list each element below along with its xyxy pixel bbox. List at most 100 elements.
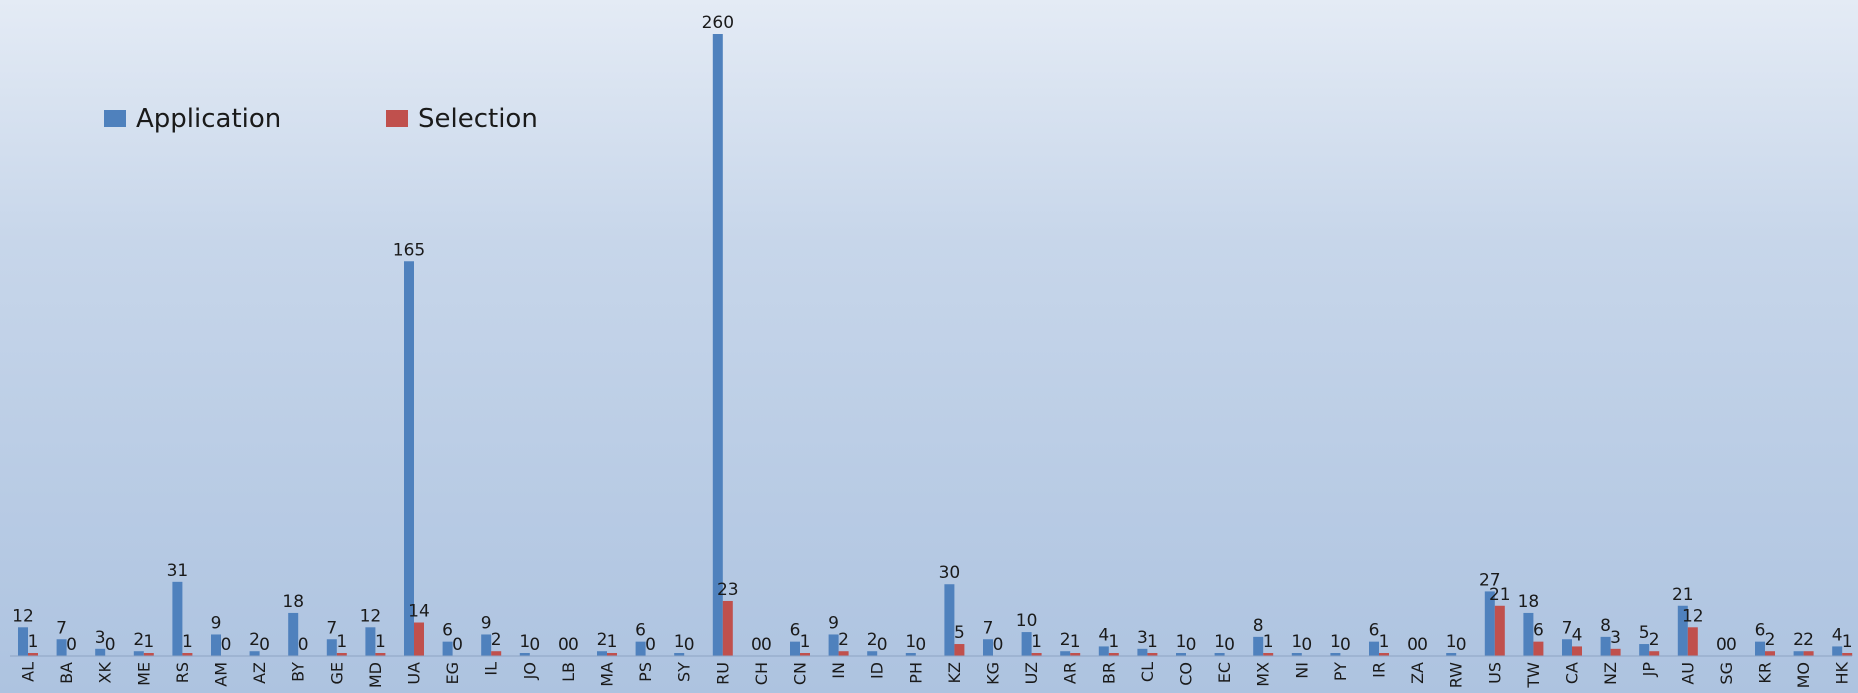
data-label-selection-by: 0 [298, 635, 309, 655]
data-label-selection-jp: 2 [1649, 630, 1660, 650]
data-label-selection-sg: 0 [1726, 635, 1737, 655]
data-label-application-tw: 18 [1518, 592, 1540, 612]
data-label-selection-kr: 2 [1765, 630, 1776, 650]
bar-application-cl [1137, 648, 1148, 656]
data-label-application-eg: 6 [442, 621, 453, 641]
x-tick-label-ir: IR [1370, 662, 1389, 678]
x-tick-label-ph: PH [906, 662, 925, 684]
x-tick-label-lb: LB [559, 662, 578, 682]
data-label-selection-ma: 1 [607, 632, 618, 652]
x-tick-label-ch: CH [752, 662, 771, 685]
bar-application-mo [1793, 651, 1804, 656]
bar-selection-il [491, 651, 502, 656]
data-label-application-za: 0 [1407, 635, 1418, 655]
data-label-selection-rw: 0 [1456, 635, 1467, 655]
data-label-application-ir: 6 [1369, 621, 1380, 641]
x-tick-label-ua: UA [405, 662, 424, 685]
data-label-selection-il: 2 [491, 630, 502, 650]
bar-selection-br [1108, 653, 1119, 656]
bar-selection-ru [722, 600, 733, 656]
bar-selection-nz [1610, 648, 1621, 656]
bar-application-ua [404, 261, 414, 656]
data-label-selection-lb: 0 [568, 635, 579, 655]
x-tick-label-jo: JO [520, 662, 539, 680]
data-label-application-ca: 7 [1562, 618, 1573, 638]
x-tick-label-ma: MA [598, 662, 617, 687]
bar-application-hk [1832, 646, 1843, 656]
x-tick-label-il: IL [482, 662, 501, 676]
data-label-application-xk: 3 [95, 628, 106, 648]
bar-selection-us [1494, 605, 1505, 656]
bar-application-ge [326, 639, 337, 656]
bar-application-au [1677, 605, 1688, 656]
data-label-selection-py: 0 [1340, 635, 1351, 655]
bar-application-us [1484, 591, 1495, 656]
data-label-application-ar: 2 [1060, 630, 1071, 650]
data-label-application-in: 9 [828, 613, 839, 633]
data-label-application-jo: 1 [519, 632, 530, 652]
data-label-application-uz: 10 [1016, 611, 1038, 631]
data-label-selection-al: 1 [28, 632, 39, 652]
data-label-selection-br: 1 [1108, 632, 1119, 652]
data-label-application-sg: 0 [1716, 635, 1727, 655]
bar-application-kz [944, 584, 955, 656]
data-label-selection-cn: 1 [800, 632, 811, 652]
data-label-selection-ge: 1 [336, 632, 347, 652]
data-label-application-ec: 1 [1214, 632, 1225, 652]
bar-application-ru [712, 34, 723, 656]
bar-application-eg [442, 641, 453, 656]
data-label-application-id: 2 [867, 630, 878, 650]
x-tick-label-us: US [1485, 662, 1504, 684]
data-label-selection-in: 2 [838, 630, 849, 650]
bar-application-br [1098, 646, 1109, 656]
x-tick-label-za: ZA [1408, 662, 1427, 684]
bar-application-rw [1446, 653, 1457, 656]
x-tick-label-kz: KZ [945, 662, 964, 683]
data-label-application-ph: 1 [905, 632, 916, 652]
data-label-selection-rs: 1 [182, 632, 193, 652]
data-label-application-am: 9 [211, 613, 222, 633]
bar-application-me [133, 651, 144, 656]
data-label-application-ge: 7 [326, 618, 337, 638]
x-tick-label-rw: RW [1447, 662, 1466, 688]
data-label-application-ch: 0 [751, 635, 762, 655]
bar-application-py [1330, 653, 1341, 656]
data-label-application-kz: 30 [939, 563, 961, 583]
data-label-application-au: 21 [1672, 585, 1694, 605]
x-tick-label-uz: UZ [1022, 662, 1041, 684]
bar-selection-me [143, 653, 154, 656]
bar-selection-ua [414, 622, 424, 656]
x-tick-label-ps: PS [636, 662, 655, 682]
data-label-selection-mx: 1 [1263, 632, 1274, 652]
data-label-selection-nz: 3 [1610, 628, 1621, 648]
data-label-application-rs: 31 [167, 561, 189, 581]
x-tick-label-mx: MX [1254, 662, 1273, 687]
data-label-selection-sy: 0 [684, 635, 695, 655]
data-label-selection-uz: 1 [1031, 632, 1042, 652]
x-tick-label-eg: EG [443, 662, 462, 685]
data-label-application-kr: 6 [1755, 621, 1766, 641]
x-tick-label-py: PY [1331, 662, 1350, 681]
data-label-application-nz: 8 [1600, 616, 1611, 636]
data-label-selection-ar: 1 [1070, 632, 1081, 652]
x-tick-label-by: BY [289, 662, 308, 682]
x-tick-label-am: AM [212, 662, 231, 687]
x-tick-label-sg: SG [1717, 662, 1736, 685]
data-label-application-mx: 8 [1253, 616, 1264, 636]
x-tick-label-az: AZ [250, 662, 269, 684]
x-tick-label-ar: AR [1061, 662, 1080, 684]
bar-application-id [867, 651, 878, 656]
legend-label-application: Application [136, 104, 281, 134]
data-label-selection-au: 12 [1682, 606, 1704, 626]
data-label-application-ma: 2 [597, 630, 608, 650]
data-label-application-ps: 6 [635, 621, 646, 641]
bar-application-ps [635, 641, 646, 656]
bar-selection-uz [1031, 653, 1042, 656]
bar-selection-kz [954, 644, 965, 656]
x-tick-label-ec: EC [1215, 662, 1234, 683]
legend: Application Selection [104, 104, 538, 134]
bar-selection-rs [182, 653, 193, 656]
x-tick-label-hk: HK [1833, 662, 1852, 685]
x-tick-label-xk: XK [96, 661, 115, 683]
data-label-selection-ca: 4 [1572, 625, 1583, 645]
